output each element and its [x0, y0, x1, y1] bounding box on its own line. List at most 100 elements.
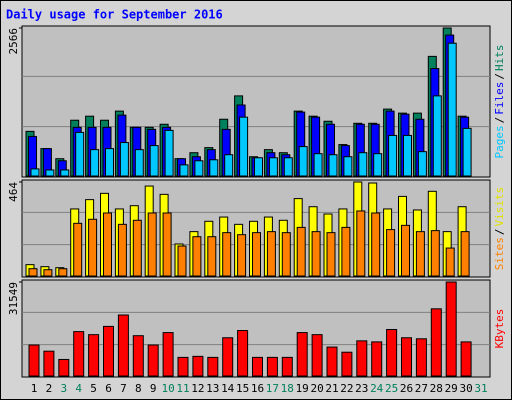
bar — [371, 212, 381, 277]
x-tick-label: 28 — [430, 382, 443, 395]
bar — [179, 164, 189, 177]
bar — [149, 145, 159, 177]
bar — [326, 232, 336, 277]
y-tick-label: 464 — [7, 182, 20, 202]
y-axis-label-part: / — [493, 229, 506, 236]
x-tick-label: 31 — [474, 382, 487, 395]
bar — [460, 341, 472, 377]
bar — [266, 231, 276, 277]
bar — [445, 281, 457, 377]
y-axis-label: KBytes — [493, 309, 506, 349]
x-tick-label: 4 — [75, 382, 82, 395]
bar — [415, 338, 427, 377]
x-tick-label: 14 — [221, 382, 235, 395]
x-tick-label: 30 — [459, 382, 472, 395]
x-tick-label: 6 — [105, 382, 112, 395]
bar — [283, 157, 293, 177]
x-tick-label: 15 — [236, 382, 249, 395]
bar — [401, 337, 412, 377]
bar — [237, 330, 249, 377]
bar — [328, 154, 338, 177]
x-tick-label: 1 — [31, 382, 38, 395]
bar — [281, 356, 293, 377]
bar — [28, 268, 38, 277]
bar — [103, 212, 112, 277]
y-axis-label: Pages/Files/Hits — [493, 45, 506, 159]
bar — [75, 131, 85, 177]
x-tick-label: 7 — [120, 382, 127, 395]
bar — [103, 325, 114, 377]
bar — [313, 153, 323, 177]
bar — [192, 355, 204, 377]
x-tick-label: 12 — [191, 382, 204, 395]
x-tick-label: 29 — [445, 382, 458, 395]
x-tick-label: 20 — [310, 382, 323, 395]
bar — [371, 341, 383, 377]
bar — [209, 159, 219, 177]
bar — [341, 226, 351, 277]
bar — [311, 334, 323, 377]
x-tick-label: 26 — [400, 382, 413, 395]
y-axis-label-part: Hits — [493, 45, 506, 72]
bar — [43, 269, 53, 277]
bar — [73, 331, 85, 377]
x-tick-label: 27 — [415, 382, 428, 395]
x-tick-label: 13 — [206, 382, 219, 395]
bar — [164, 129, 174, 177]
y-axis-label-part: Visits — [493, 187, 506, 227]
bar — [43, 350, 55, 377]
bar — [358, 152, 368, 177]
bar — [430, 308, 442, 377]
bar — [132, 219, 142, 277]
x-tick-label: 8 — [135, 382, 142, 395]
y-tick-label: 31549 — [7, 282, 20, 315]
x-tick-label: 17 — [266, 382, 279, 395]
bar — [373, 153, 383, 177]
bar — [28, 344, 40, 377]
bar — [268, 157, 278, 177]
x-tick-label: 2 — [46, 382, 53, 395]
bar — [192, 236, 202, 277]
bar — [117, 223, 127, 277]
bar — [415, 231, 425, 277]
bar — [460, 231, 470, 277]
y-tick-label: 2566 — [7, 28, 20, 55]
bar — [462, 127, 472, 177]
bar — [326, 346, 338, 377]
bar — [119, 142, 129, 177]
bar — [296, 226, 306, 277]
bar — [386, 229, 396, 277]
x-tick-label: 23 — [355, 382, 368, 395]
bar — [58, 358, 70, 377]
bar — [311, 231, 321, 277]
bar — [386, 328, 398, 377]
bar — [222, 337, 234, 377]
bar — [90, 149, 100, 177]
bar — [132, 335, 144, 377]
bar — [388, 134, 398, 177]
x-tick-label: 24 — [370, 382, 384, 395]
bar — [207, 356, 219, 377]
y-axis-label-part: Sites — [493, 237, 506, 270]
bar — [162, 332, 174, 377]
bar — [60, 169, 70, 177]
bar — [73, 222, 83, 277]
x-tick-label: 21 — [325, 382, 338, 395]
bar — [356, 210, 366, 277]
bar — [417, 151, 427, 177]
bar — [356, 340, 368, 377]
bar — [298, 146, 308, 177]
bar — [403, 134, 412, 177]
y-axis-label-part: KBytes — [493, 309, 506, 349]
y-axis-label-part: / — [493, 73, 506, 80]
x-tick-label: 16 — [251, 382, 264, 395]
y-axis-label-part: Files — [493, 82, 506, 115]
bar — [88, 218, 98, 277]
x-tick-label: 9 — [150, 382, 157, 395]
bar — [177, 356, 189, 377]
bar — [222, 232, 232, 277]
bar — [281, 232, 291, 277]
bar — [207, 236, 217, 277]
x-tick-label: 25 — [385, 382, 398, 395]
x-tick-label: 11 — [176, 382, 189, 395]
